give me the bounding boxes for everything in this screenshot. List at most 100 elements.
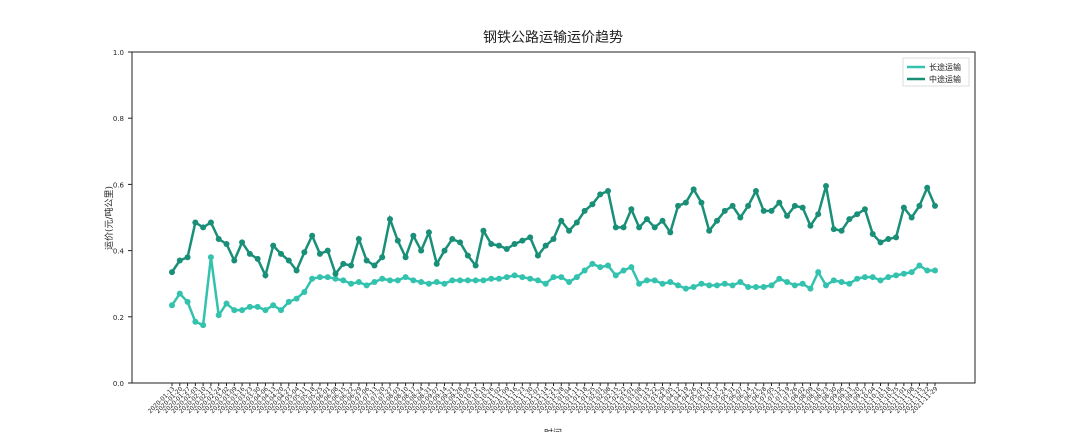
data-point <box>776 199 783 206</box>
data-point <box>169 269 175 276</box>
data-point <box>573 274 580 281</box>
data-point <box>745 284 752 291</box>
data-point <box>449 277 456 284</box>
data-point <box>768 282 775 289</box>
data-point <box>760 284 767 291</box>
data-point <box>916 262 923 269</box>
data-point <box>916 202 923 209</box>
data-point <box>698 280 705 287</box>
data-point <box>893 234 900 241</box>
data-point <box>402 254 409 261</box>
data-point <box>527 275 534 282</box>
data-point <box>690 284 697 291</box>
data-point <box>823 282 829 289</box>
data-point <box>192 219 199 226</box>
data-point <box>807 222 814 229</box>
data-point <box>332 275 339 282</box>
data-point <box>262 307 269 314</box>
data-point <box>636 224 643 231</box>
data-point <box>628 206 635 213</box>
data-point <box>534 252 541 259</box>
data-point <box>425 280 432 287</box>
data-point <box>239 239 246 246</box>
data-point <box>861 274 868 281</box>
data-point <box>776 275 783 282</box>
data-point <box>612 272 619 279</box>
data-point <box>309 232 316 239</box>
data-point <box>379 254 386 261</box>
data-point <box>605 188 611 195</box>
y-tick-label: 0.0 <box>113 380 124 388</box>
data-point <box>355 279 362 286</box>
data-point <box>854 275 861 282</box>
data-point <box>441 247 448 254</box>
data-point <box>675 202 682 209</box>
data-point <box>207 219 214 226</box>
data-point <box>464 277 471 284</box>
x-axis-label: 时间 <box>544 427 562 432</box>
data-point <box>799 204 806 211</box>
data-point <box>838 227 845 234</box>
data-point <box>270 302 277 309</box>
data-point <box>667 229 674 236</box>
data-point <box>729 202 736 209</box>
data-point <box>441 280 448 287</box>
data-point <box>394 277 401 284</box>
data-point <box>496 242 502 249</box>
data-point <box>363 282 370 289</box>
data-point <box>340 277 347 284</box>
data-point <box>207 254 214 261</box>
data-point <box>480 277 487 284</box>
data-point <box>472 262 479 269</box>
series-line <box>170 257 935 327</box>
data-point <box>355 236 362 243</box>
data-point <box>169 302 175 309</box>
data-point <box>371 279 378 286</box>
y-tick-label: 0.4 <box>113 248 125 256</box>
data-point <box>387 277 393 284</box>
data-point <box>231 307 238 314</box>
data-point <box>566 227 573 234</box>
data-point <box>511 272 518 279</box>
data-point <box>643 216 650 223</box>
data-point <box>309 275 316 282</box>
data-point <box>176 257 183 264</box>
data-point <box>706 282 713 289</box>
data-point <box>379 275 386 282</box>
data-point <box>877 277 884 284</box>
data-point <box>425 229 432 236</box>
data-point <box>301 249 308 256</box>
data-point <box>784 279 791 286</box>
data-point <box>573 219 580 226</box>
data-point <box>192 318 199 325</box>
data-point <box>200 224 207 231</box>
data-point <box>472 277 479 284</box>
data-point <box>496 275 502 282</box>
data-point <box>488 240 495 247</box>
data-point <box>348 262 355 269</box>
data-point <box>184 298 191 305</box>
data-point <box>254 255 261 262</box>
data-point <box>527 234 534 241</box>
data-point <box>846 280 853 287</box>
data-point <box>908 269 915 276</box>
y-tick-label: 0.8 <box>113 115 124 123</box>
data-point <box>503 274 510 281</box>
data-point <box>721 207 728 214</box>
data-point <box>752 188 759 195</box>
data-point <box>589 260 596 267</box>
data-point <box>745 202 752 209</box>
data-point <box>823 183 829 190</box>
data-point <box>223 240 230 247</box>
data-point <box>815 269 822 276</box>
data-point <box>332 270 339 277</box>
data-point <box>215 312 222 319</box>
data-point <box>285 298 292 305</box>
chart-title: 钢铁公路运输运价趋势 <box>483 30 623 46</box>
data-point <box>752 284 759 291</box>
data-point <box>239 307 246 314</box>
data-point <box>200 322 207 329</box>
data-point <box>418 247 425 254</box>
data-point <box>542 242 549 249</box>
